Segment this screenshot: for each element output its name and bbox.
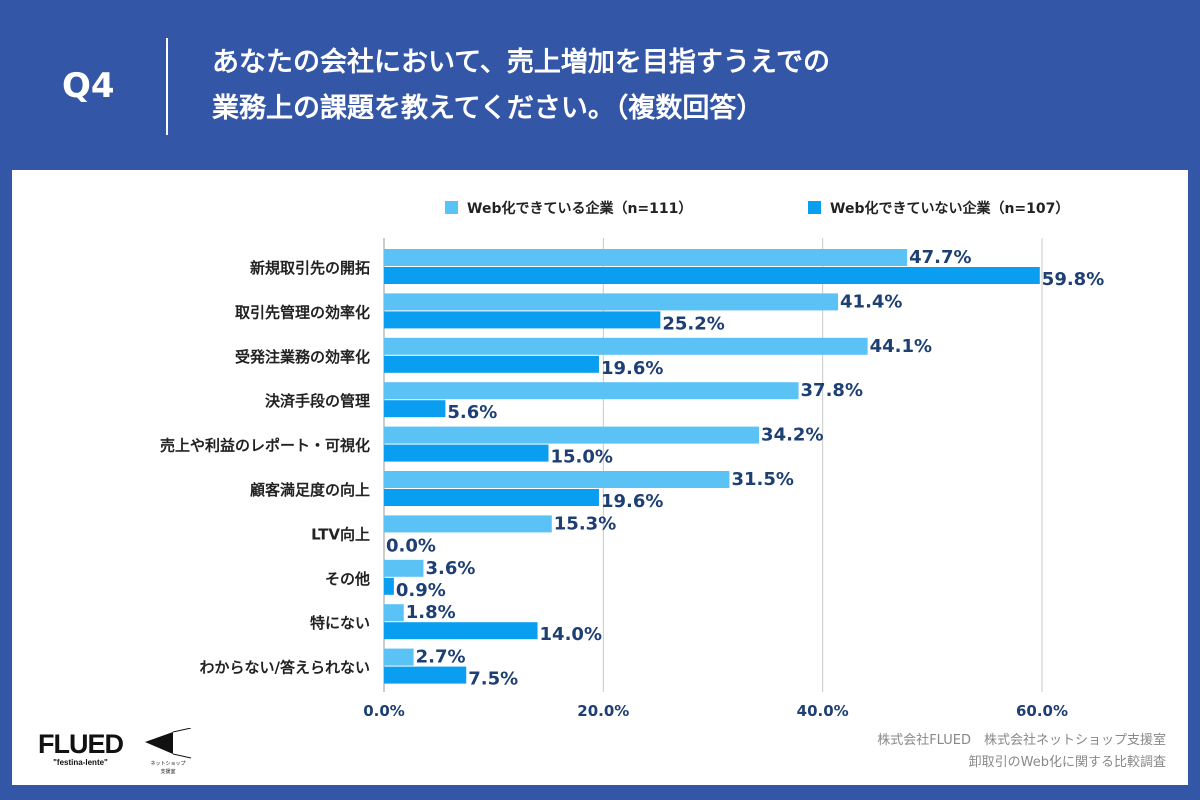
data-label: 44.1%	[870, 336, 932, 357]
category-label: 決済手段の管理	[265, 392, 370, 410]
flued-wordmark: FLUED	[38, 729, 124, 759]
legend-label: Web化できていない企業（n=107）	[830, 200, 1069, 217]
data-label: 41.4%	[840, 291, 902, 312]
credit-line-1: 株式会社FLUED 株式会社ネットショップ支援室	[877, 733, 1166, 748]
x-tick-label: 40.0%	[797, 702, 849, 720]
bar	[384, 622, 538, 640]
bar	[384, 471, 730, 488]
data-label: 19.6%	[601, 491, 663, 512]
category-label: わからない/答えられない	[200, 659, 370, 677]
data-label: 59.8%	[1042, 269, 1104, 290]
bar	[384, 648, 414, 666]
title-line-1: あなたの会社において、売上増加を目指すうえでの	[212, 47, 831, 78]
category-label: 新規取引先の開拓	[250, 259, 370, 277]
bar	[384, 355, 599, 373]
bar	[384, 337, 868, 355]
data-label: 14.0%	[540, 624, 602, 645]
bar	[384, 382, 799, 400]
legend-swatch	[445, 201, 458, 214]
data-label: 0.0%	[386, 535, 436, 556]
x-tick-label: 60.0%	[1016, 702, 1068, 720]
header-divider	[166, 38, 168, 135]
data-label: 37.8%	[801, 380, 863, 401]
credit-line-2: 卸取引のWeb化に関する比較調査	[968, 755, 1166, 770]
bar	[384, 249, 908, 266]
bar	[384, 426, 760, 444]
bar	[384, 293, 839, 311]
data-label: 31.5%	[731, 469, 793, 490]
data-label: 47.7%	[909, 247, 971, 268]
data-label: 34.2%	[761, 425, 823, 446]
data-label: 5.6%	[447, 402, 497, 423]
x-tick-label: 20.0%	[577, 702, 629, 720]
category-label: 顧客満足度の向上	[250, 481, 370, 499]
bar	[384, 400, 446, 418]
data-label: 19.6%	[601, 358, 663, 379]
bar	[384, 604, 404, 622]
bar	[384, 666, 467, 684]
bar	[384, 515, 552, 533]
source-credit: 株式会社FLUED 株式会社ネットショップ支援室 卸取引のWeb化に関する比較調…	[877, 730, 1166, 774]
question-number: Q4	[62, 66, 115, 106]
legend-label: Web化できている企業（n=111）	[467, 200, 692, 217]
data-label: 0.9%	[396, 580, 446, 601]
svg-text:支援室: 支援室	[160, 768, 175, 775]
category-label: 取引先管理の効率化	[235, 303, 370, 321]
category-label: 特にない	[310, 614, 370, 632]
category-label: その他	[325, 570, 370, 588]
legend-swatch	[808, 201, 821, 214]
flued-logo: FLUED "festina-lente"	[38, 729, 124, 768]
category-label: 受発注業務の効率化	[235, 348, 370, 366]
category-label: 売上や利益のレポート・可視化	[160, 437, 370, 455]
page-title: あなたの会社において、売上増加を目指すうえでの 業務上の課題を教えてください。（…	[212, 40, 830, 132]
bar	[384, 559, 424, 577]
data-label: 1.8%	[406, 602, 456, 623]
data-label: 3.6%	[425, 558, 475, 579]
svg-text:ネットショップ: ネットショップ	[150, 761, 185, 767]
bar	[384, 267, 1040, 284]
bar	[384, 577, 394, 595]
bar	[384, 489, 599, 506]
data-label: 2.7%	[416, 647, 466, 668]
data-label: 25.2%	[662, 313, 724, 334]
data-label: 15.0%	[551, 447, 613, 468]
title-line-2: 業務上の課題を教えてください。（複数回答）	[212, 93, 764, 124]
category-label: LTV向上	[311, 525, 370, 543]
bar	[384, 311, 661, 329]
bar	[384, 444, 549, 462]
data-label: 7.5%	[468, 669, 518, 690]
flued-tagline: "festina-lente"	[53, 758, 108, 767]
x-tick-label: 0.0%	[363, 702, 405, 720]
netshop-logo: ネットショップ支援室	[145, 728, 192, 775]
data-label: 15.3%	[554, 513, 616, 534]
